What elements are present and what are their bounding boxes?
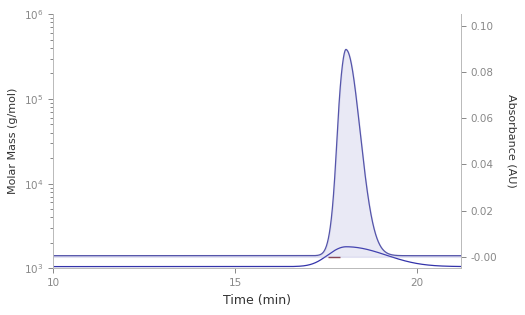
X-axis label: Time (min): Time (min) [223, 294, 291, 307]
Y-axis label: Absorbance (AU): Absorbance (AU) [507, 94, 517, 188]
Y-axis label: Molar Mass (g/mol): Molar Mass (g/mol) [8, 88, 18, 194]
